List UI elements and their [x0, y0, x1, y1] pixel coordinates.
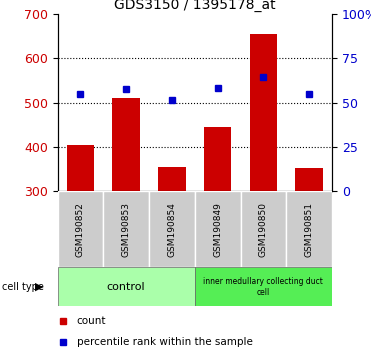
- Bar: [58, 267, 195, 306]
- Bar: [195, 267, 332, 306]
- Text: GSM190851: GSM190851: [305, 202, 313, 257]
- Bar: [112, 98, 140, 191]
- Text: percentile rank within the sample: percentile rank within the sample: [77, 337, 253, 347]
- Text: GSM190852: GSM190852: [76, 202, 85, 257]
- Bar: [149, 191, 195, 267]
- Text: GSM190850: GSM190850: [259, 202, 268, 257]
- Bar: [103, 191, 149, 267]
- Bar: [67, 145, 94, 191]
- Text: count: count: [77, 316, 106, 326]
- Text: cell type: cell type: [2, 282, 44, 292]
- Text: control: control: [107, 282, 145, 292]
- Text: ▶: ▶: [35, 282, 44, 292]
- Text: GSM190849: GSM190849: [213, 202, 222, 257]
- Bar: [286, 191, 332, 267]
- Text: inner medullary collecting duct
cell: inner medullary collecting duct cell: [203, 277, 324, 297]
- Bar: [58, 191, 103, 267]
- Bar: [240, 191, 286, 267]
- Title: GDS3150 / 1395178_at: GDS3150 / 1395178_at: [114, 0, 276, 12]
- Bar: [195, 191, 240, 267]
- Bar: [204, 127, 232, 191]
- Bar: [158, 167, 186, 191]
- Text: GSM190854: GSM190854: [167, 202, 176, 257]
- Bar: [250, 34, 277, 191]
- Bar: [295, 168, 323, 191]
- Text: GSM190853: GSM190853: [122, 202, 131, 257]
